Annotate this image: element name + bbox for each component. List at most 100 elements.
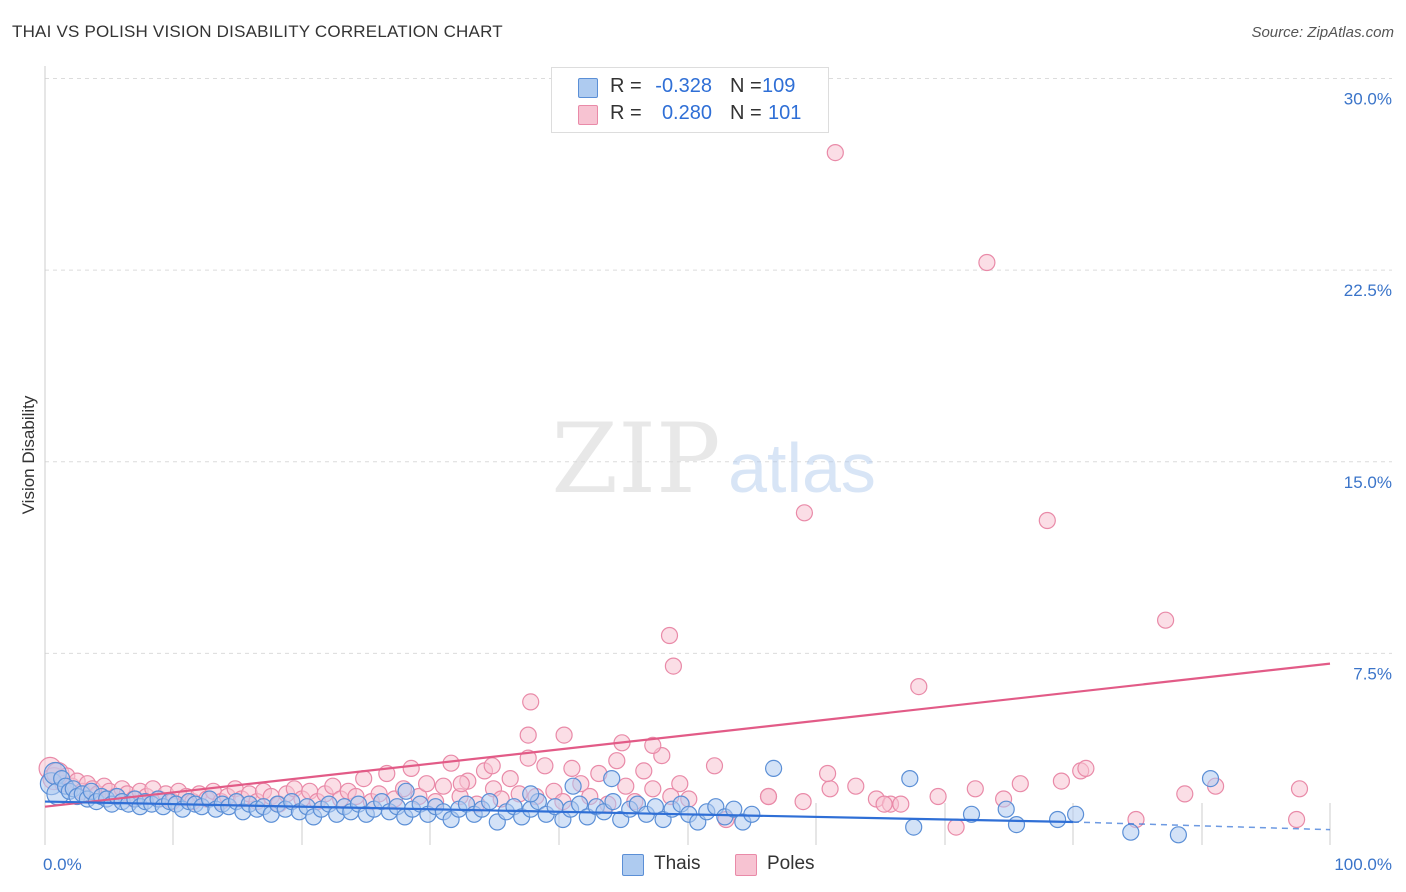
- thais-swatch: [578, 78, 598, 98]
- poles-point: [1052, 772, 1071, 790]
- poles-trend-line: [44, 662, 1331, 808]
- poles-point: [826, 144, 844, 162]
- poles-point: [671, 775, 689, 793]
- thais-trend-line: [44, 800, 1074, 824]
- poles-legend-swatch: [735, 854, 757, 876]
- poles-point: [635, 762, 653, 780]
- thais-point: [1169, 826, 1188, 844]
- thais-point: [522, 785, 540, 803]
- thais-point: [997, 800, 1015, 818]
- x-tick-label: 0.0%: [43, 855, 82, 874]
- thais-point: [905, 818, 923, 836]
- poles-point: [795, 504, 814, 522]
- poles-point: [442, 754, 460, 772]
- legend-row-poles: R = 0.280 N = 101: [552, 99, 828, 129]
- poles-point: [644, 736, 662, 755]
- thais-point: [962, 805, 981, 823]
- thais-point: [1122, 823, 1140, 841]
- poles-point: [536, 757, 554, 775]
- trend-layer: [44, 662, 1331, 831]
- thais-legend-swatch: [622, 854, 644, 876]
- poles-point: [910, 677, 928, 696]
- thais-trend-extension: [1072, 821, 1331, 831]
- legend-poles-n-value: 101: [768, 102, 802, 124]
- poles-point: [644, 780, 662, 798]
- poles-point: [452, 775, 470, 793]
- poles-point: [483, 757, 501, 775]
- poles-point: [892, 795, 910, 813]
- poles-point: [563, 759, 581, 778]
- chart-title: THAI VS POLISH VISION DISABILITY CORRELA…: [12, 22, 503, 41]
- thais-point: [604, 792, 622, 811]
- poles-point: [1287, 810, 1306, 829]
- thais-point: [1201, 769, 1220, 788]
- poles-point: [501, 769, 519, 788]
- poles-point: [705, 757, 724, 775]
- legend-thais-n-value: 109: [762, 75, 796, 97]
- thais-point: [764, 759, 783, 778]
- poles-point: [978, 253, 996, 272]
- poles-point: [947, 818, 965, 836]
- legend-poles-n-label: N =: [730, 102, 762, 124]
- legend-thais-r-label: R =: [610, 75, 642, 97]
- poles-point: [1290, 780, 1309, 798]
- poles-point: [818, 764, 837, 783]
- y-tick-label: 15.0%: [1344, 473, 1392, 492]
- poles-point: [617, 777, 635, 795]
- thais-point: [901, 769, 919, 788]
- thais-point: [1048, 810, 1067, 829]
- poles-point: [966, 780, 984, 798]
- poles-point: [324, 777, 342, 795]
- poles-point: [759, 787, 778, 806]
- poles-point: [402, 759, 420, 778]
- legend-poles-r-value: 0.280: [661, 102, 712, 124]
- poles-swatch: [578, 105, 598, 125]
- legend-poles-r-label: R =: [610, 102, 642, 124]
- poles-point: [522, 693, 540, 711]
- watermark: ZIP atlas: [551, 403, 876, 515]
- thais-point: [743, 805, 761, 823]
- x-tick-label: 100.0%: [1334, 855, 1392, 874]
- poles-point: [875, 795, 893, 813]
- poles-point: [1176, 785, 1194, 803]
- y-axis-label: Vision Disability: [19, 395, 38, 514]
- series-legend: Thais Poles: [0, 852, 1406, 878]
- tick-labels: 7.5% 15.0% 22.5% 30.0% 0.0% 100.0%: [43, 90, 1392, 875]
- thais-points: [39, 759, 1220, 844]
- poles-point: [847, 777, 865, 795]
- poles-point: [434, 777, 452, 795]
- legend-thais-n-label: N =: [730, 75, 762, 97]
- thais-point: [725, 800, 743, 818]
- poles-point: [1011, 775, 1029, 793]
- thais-point: [564, 777, 582, 795]
- thais-point: [603, 769, 621, 788]
- thais-legend-label: Thais: [654, 853, 701, 874]
- poles-point: [355, 769, 373, 788]
- poles-point: [608, 752, 626, 770]
- y-tick-label: 22.5%: [1344, 281, 1392, 300]
- y-tick-label: 7.5%: [1353, 664, 1392, 683]
- thais-point: [397, 782, 415, 800]
- legend-thais-r-value: -0.328: [655, 75, 712, 97]
- poles-point: [660, 626, 679, 645]
- poles-point: [929, 787, 947, 806]
- poles-point: [519, 726, 537, 744]
- poles-point: [664, 657, 683, 675]
- poles-point: [821, 780, 839, 798]
- legend-row-thais: R = -0.328 N = 109: [552, 72, 828, 102]
- poles-point: [418, 775, 436, 793]
- poles-point: [1038, 511, 1056, 530]
- chart-source: Source: ZipAtlas.com: [1251, 24, 1394, 41]
- thais-point: [1066, 805, 1085, 823]
- stats-legend: R = -0.328 N = 109 R = 0.280 N = 101: [551, 67, 829, 133]
- poles-point: [794, 792, 812, 811]
- thais-point: [481, 792, 499, 811]
- grid-layer: [45, 78, 1392, 654]
- watermark-zip: ZIP: [551, 403, 720, 515]
- poles-point: [1077, 759, 1095, 778]
- poles-point: [555, 726, 573, 744]
- watermark-atlas: atlas: [728, 429, 876, 507]
- poles-legend-label: Poles: [767, 853, 815, 874]
- poles-point: [1156, 611, 1175, 629]
